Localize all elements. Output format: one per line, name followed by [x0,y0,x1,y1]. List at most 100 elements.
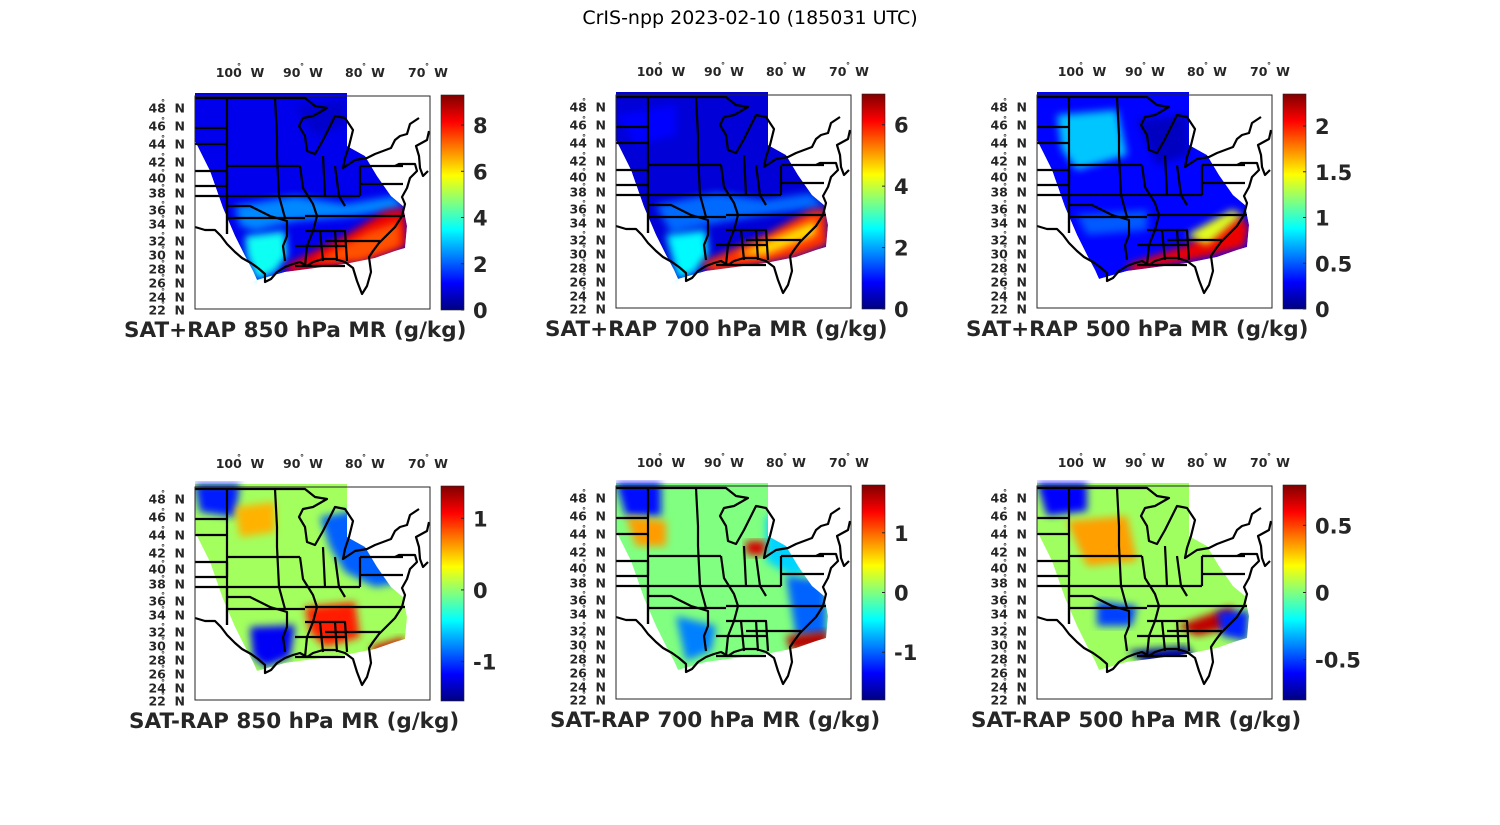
lat-tick-label: 26 N [990,275,1027,290]
colorbar [440,485,465,702]
colorbar-tick-label: 1.5 [1315,161,1352,185]
degree-symbol: ° [1003,506,1007,515]
panel-title: SAT-RAP 700 hPa MR (g/kg) [550,708,881,733]
colorbar-tick-label: 4 [473,207,488,231]
degree-symbol: ° [161,116,165,125]
field-region [235,196,403,231]
lat-tick-label: 46 N [569,509,606,524]
lat-tick-label: 36 N [990,202,1027,217]
lat-tick-label: 42 N [990,154,1027,169]
colorbar-tick-label: 1 [473,507,488,531]
lat-tick-label: 32 N [148,625,185,640]
lat-tick-label: 34 N [990,607,1027,622]
lat-tick-label: 32 N [569,624,606,639]
colorbar [861,93,886,310]
field-region [1217,611,1249,641]
lon-tick-label: 70 W [829,64,869,79]
degree-symbol: ° [161,691,165,700]
axes-frame [194,95,431,310]
degree-symbol: ° [161,489,165,498]
colorbar-tick-label: 6 [473,160,488,184]
degree-symbol: ° [1003,97,1007,106]
lon-tick-label: 70 W [408,65,448,80]
degree-symbol: ° [161,559,165,568]
lat-tick-label: 44 N [148,137,185,152]
colorbar-tick-label: 0 [894,582,909,606]
degree-symbol: ° [161,507,165,516]
degree-symbol: ° [582,542,586,551]
lat-tick-label: 22 N [569,693,606,708]
data-field [195,90,430,309]
lat-tick-label: 38 N [569,185,606,200]
colorbar-tick-label: 1 [1315,207,1330,231]
lat-tick-label: 34 N [990,216,1027,231]
degree-symbol: ° [582,524,586,533]
degree-symbol: ° [161,214,165,223]
colorbar-tick-label: 1 [894,522,909,546]
degree-symbol: ° [1204,61,1208,70]
lat-tick-label: 36 N [569,202,606,217]
lat-tick-label: 26 N [569,666,606,681]
degree-symbol: ° [721,452,725,461]
field-region [1057,110,1127,170]
degree-symbol: ° [161,574,165,583]
panel-title: SAT+RAP 700 hPa MR (g/kg) [545,317,888,342]
lat-tick-label: 48 N [990,100,1027,115]
degree-symbol: ° [582,182,586,191]
degree-symbol: ° [1003,199,1007,208]
degree-symbol: ° [161,183,165,192]
lat-tick-label: 44 N [990,136,1027,151]
degree-symbol: ° [161,134,165,143]
lon-tick-label: 80 W [345,65,385,80]
field-region [1137,115,1189,165]
lat-tick-label: 40 N [148,562,185,577]
degree-symbol: ° [1003,286,1007,295]
degree-symbol: ° [1204,452,1208,461]
map-panel-p700diff: 100 W ° 90 W ° 80 W ° 70 W ° 48 N ° 46 N ° 44 N ° 42 N… [541,441,917,741]
map-svg-p850sum: 100 W° 90 W° 80 W° 70 W°48 N°46 N°44 N°42 N… [148,62,487,323]
colorbar [1282,93,1307,310]
colorbar-tick-label: -0.5 [1315,649,1361,673]
lat-tick-label: 24 N [990,680,1027,695]
lat-tick-label: 44 N [148,528,185,543]
lat-tick-label: 22 N [148,303,185,318]
lon-tick-label: 80 W [1187,455,1227,470]
lat-tick-label: 22 N [148,694,185,709]
state-boundaries [1036,95,1273,295]
lat-tick-label: 34 N [569,216,606,231]
lat-tick-label: 24 N [990,289,1027,304]
lat-tick-label: 24 N [148,290,185,305]
map-svg-p850diff: 100 W° 90 W° 80 W° 70 W°48 N°46 N°44 N°42 N… [148,453,496,709]
degree-symbol: ° [1267,452,1271,461]
degree-symbol: ° [161,678,165,687]
lat-tick-label: 26 N [148,667,185,682]
lat-tick-label: 38 N [148,577,185,592]
panel-title: SAT-RAP 500 hPa MR (g/kg) [971,708,1302,733]
lat-tick-label: 46 N [990,118,1027,133]
field-region [1037,483,1087,516]
degree-symbol: ° [161,168,165,177]
lat-tick-label: 36 N [148,203,185,218]
degree-symbol: ° [582,299,586,308]
map-panel-p700sum: 100 W ° 90 W ° 80 W ° 70 W ° 48 N ° 46 N ° 44 N ° 42 N… [541,50,909,350]
degree-symbol: ° [846,61,850,70]
lat-tick-label: 22 N [990,693,1027,708]
lon-tick-label: 70 W [1250,455,1290,470]
degree-symbol: ° [582,97,586,106]
field-region [746,541,766,556]
lat-tick-label: 42 N [148,546,185,561]
data-field [1037,89,1272,308]
degree-symbol: ° [362,453,366,462]
colorbar-tick-label: 2 [473,253,488,277]
field-region [616,483,661,516]
degree-symbol: ° [161,543,165,552]
degree-symbol: ° [161,245,165,254]
lat-tick-label: 28 N [569,652,606,667]
degree-symbol: ° [1003,133,1007,142]
degree-symbol: ° [582,167,586,176]
field-region [245,231,287,280]
degree-symbol: ° [721,61,725,70]
lat-tick-label: 36 N [990,593,1027,608]
lat-tick-label: 42 N [990,545,1027,560]
colorbar [1282,484,1307,701]
